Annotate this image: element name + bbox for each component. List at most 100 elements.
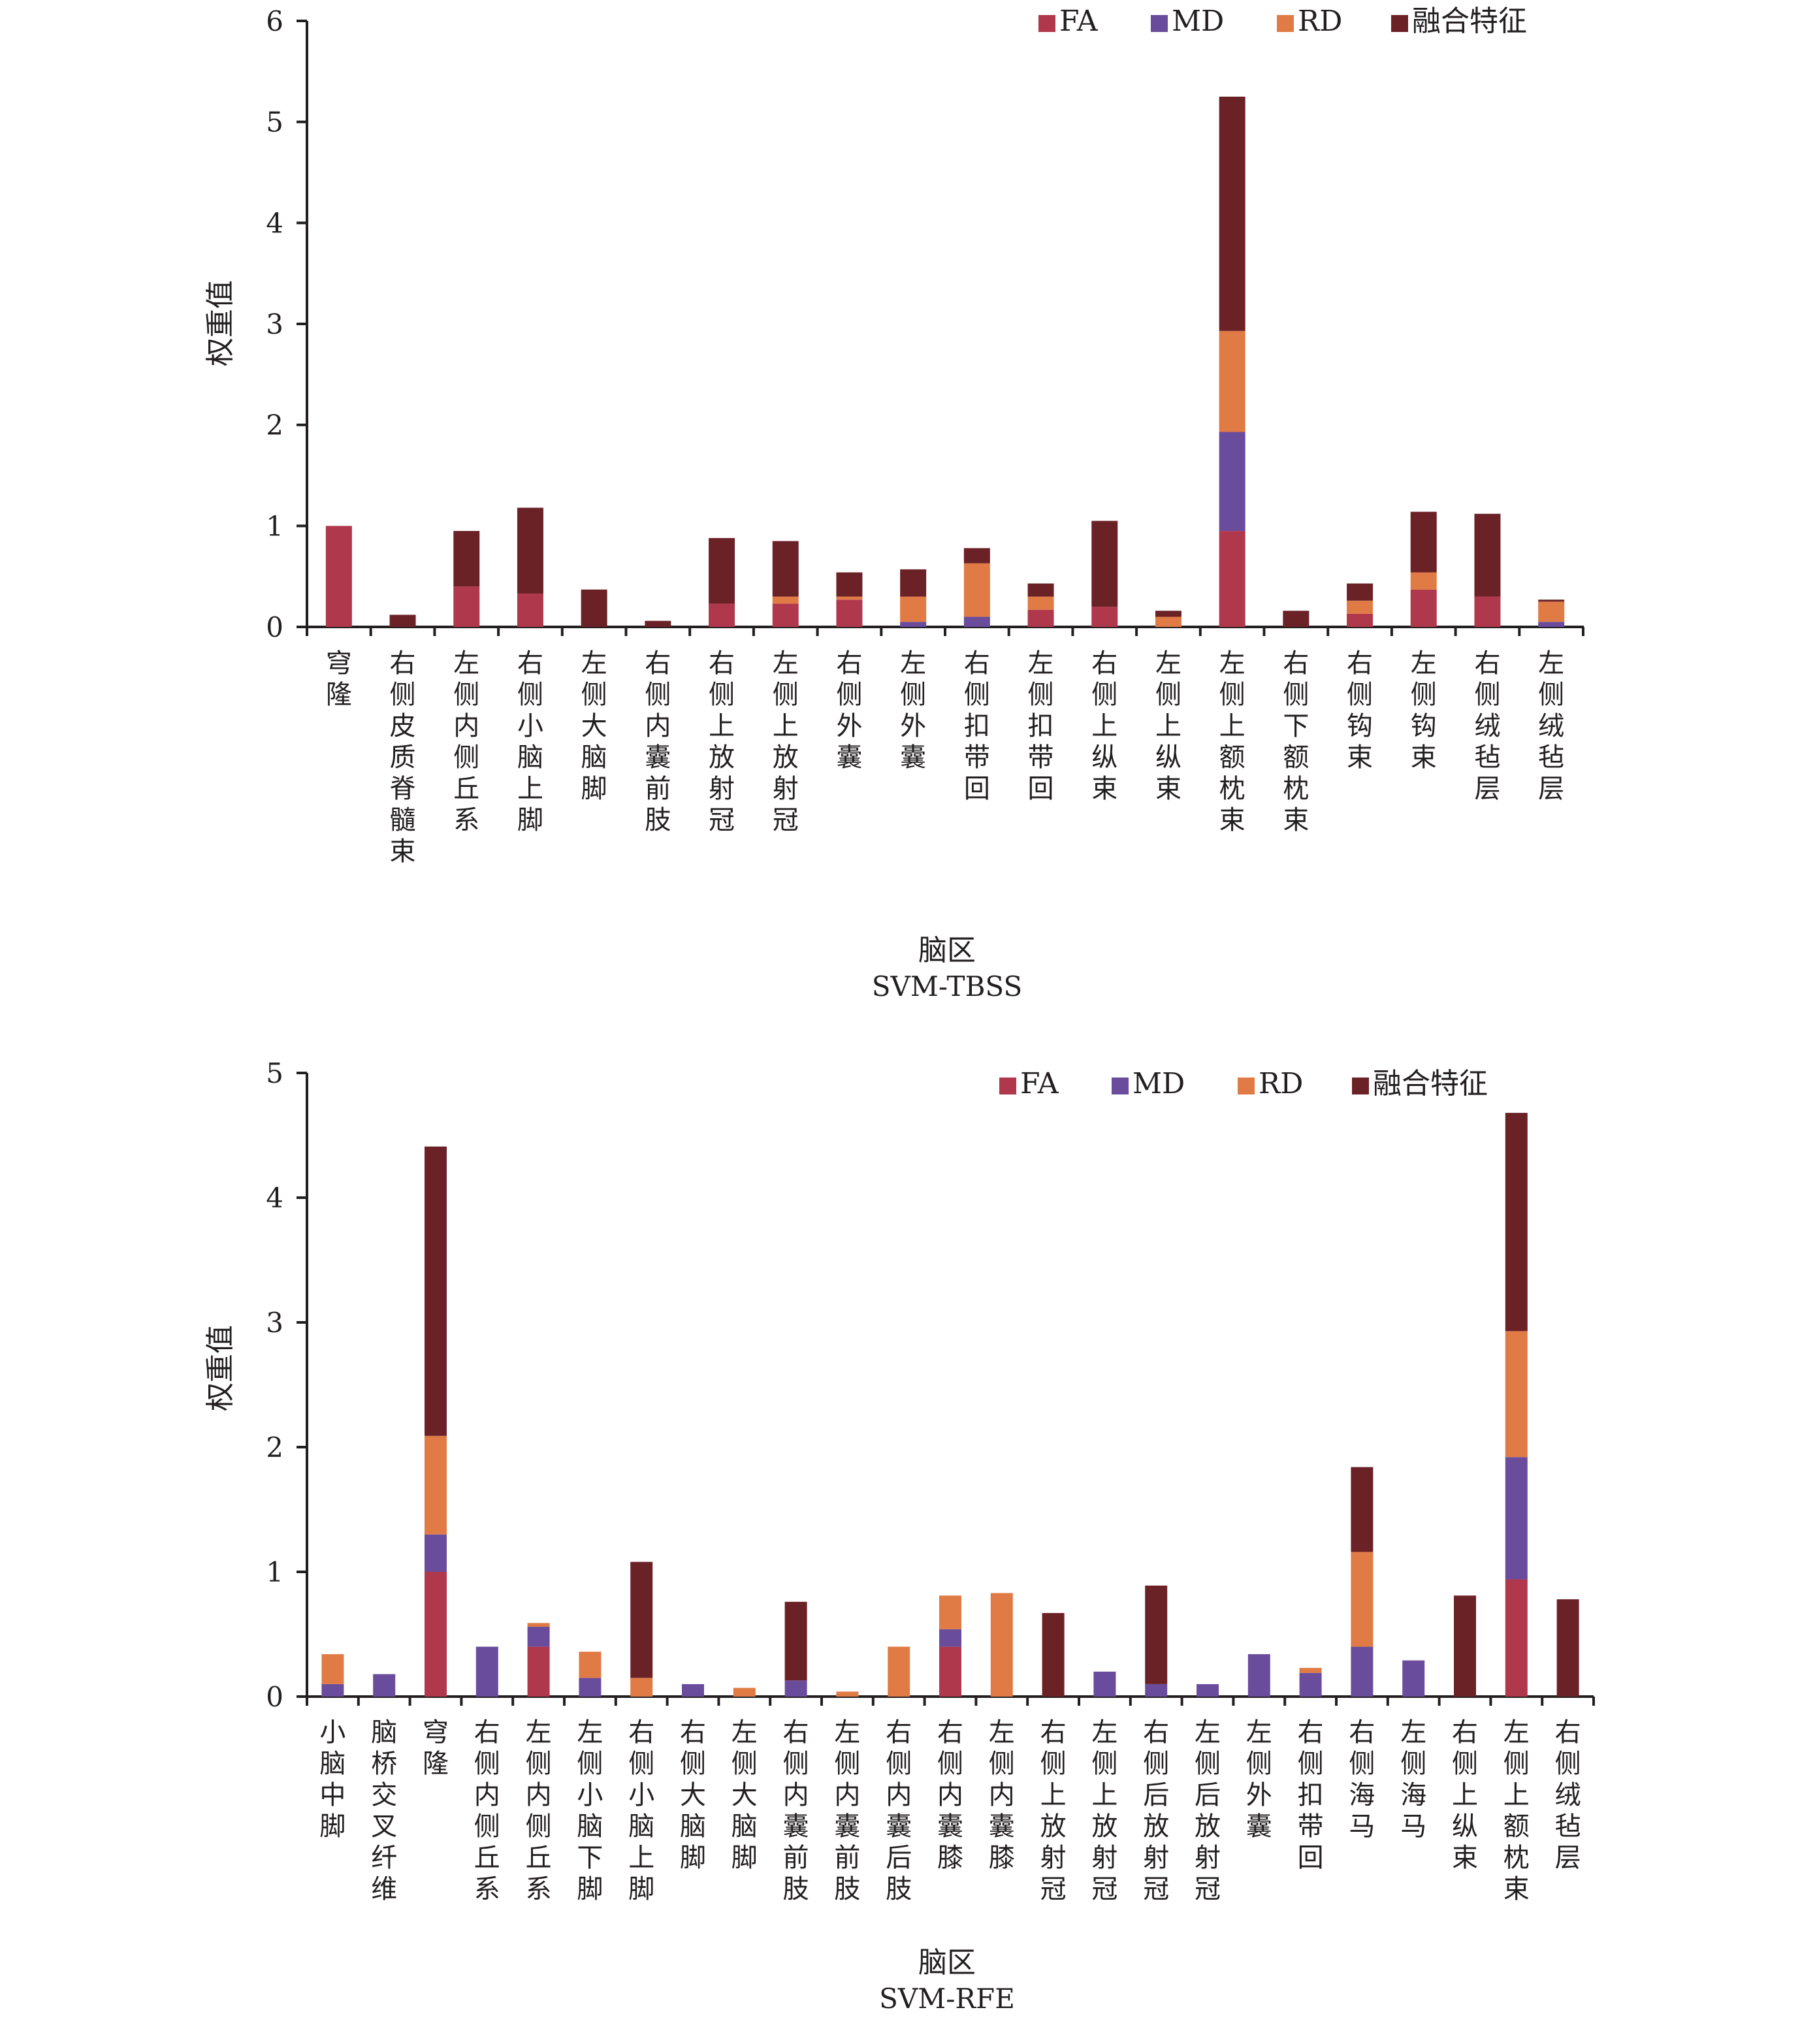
bar-segment [630,1678,653,1697]
bar-segment [425,1572,447,1697]
x-tick-label-char: 上 [1091,1780,1117,1810]
y-tick-label: 3 [266,1307,283,1339]
legend-label: RD [1259,1067,1303,1100]
x-tick-label-char: 维 [371,1874,397,1904]
x-tick-label-char: 冠 [1143,1874,1169,1904]
x-tick-label-char: 纵 [1091,743,1117,773]
y-tick-label: 5 [266,106,283,138]
x-tick-label-char: 侧 [773,680,799,710]
x-tick-label-char: 右 [474,1717,500,1748]
bar-segment [709,537,735,604]
x-tick-label-char: 囊 [836,743,862,773]
bar-segment [1538,601,1565,622]
x-tick-label-char: 右 [1040,1717,1067,1748]
bar-segment [517,507,543,594]
x-tick-label-char: 左 [834,1717,860,1748]
bar-segment [1538,599,1565,602]
bar-segment [1351,1646,1374,1697]
x-tick-label-char: 放 [1195,1812,1221,1842]
x-tick-label-char: 扣 [1298,1780,1324,1810]
x-tick-label-char: 上 [1452,1780,1478,1810]
x-tick-label-char: 海 [1349,1780,1375,1810]
x-tick-label-char: 射 [1091,1843,1117,1873]
x-tick-label-char: 内 [834,1780,860,1810]
x-tick-label-char: 右 [1452,1717,1478,1748]
x-tick-label-char: 侧 [1538,680,1564,710]
x-tick-label-char: 后 [886,1843,912,1873]
x-tick-label-char: 侧 [1246,1749,1272,1779]
x-tick-label-char: 束 [390,837,416,867]
bar-segment [1283,611,1310,627]
bar-segment [963,563,990,617]
x-tick-label-char: 层 [1474,774,1500,804]
bar-segment [1299,1668,1322,1673]
y-tick-label: 3 [266,308,283,340]
x-tick-label-char: 脑 [517,743,543,773]
bar-segment [1538,622,1565,627]
x-tick-label-char: 右 [836,648,862,679]
bar-segment [900,622,927,627]
legend-swatch [1238,1078,1255,1094]
y-tick-label: 2 [266,1431,283,1463]
x-tick-label-char: 冠 [1040,1874,1067,1904]
x-tick-label-char: 侧 [731,1749,758,1779]
x-tick-label-char: 束 [1091,774,1117,804]
x-tick-label-char: 额 [1283,743,1309,773]
x-tick-label-char: 带 [1028,743,1054,773]
x-tick-label-char: 纵 [1452,1812,1478,1842]
chart-svm-rfe: 012345小脑中脚脑桥交叉纤维穹隆右侧内侧丘系左侧内侧丘系左侧小脑下脚右侧小脑… [204,1057,1595,2015]
bar-segment [1091,520,1118,607]
x-tick-label-char: 上 [1091,711,1117,741]
x-tick-label-char: 上 [709,711,735,741]
x-tick-label-char: 射 [1195,1843,1221,1873]
bar-segment [1299,1672,1322,1697]
x-tick-label-char: 侧 [989,1749,1015,1779]
x-tick-label-char: 内 [645,711,671,741]
x-tick-label-char: 囊 [1246,1812,1272,1842]
x-tick-label-char: 隆 [423,1749,449,1779]
x-tick-label-char: 内 [453,711,479,741]
x-tick-label-char: 侧 [834,1749,860,1779]
y-tick-label: 4 [266,207,283,239]
x-tick-label-char: 侧 [1143,1749,1169,1779]
x-tick-label-char: 穹 [423,1717,449,1748]
bar-segment [963,616,990,627]
x-tick-label-char: 侧 [1219,680,1246,710]
bar-segment [1027,583,1054,597]
x-tick-label-char: 绒 [1555,1780,1581,1810]
x-tick-label-char: 左 [989,1717,1015,1748]
x-tick-label-char: 束 [1219,805,1246,835]
x-tick-label-char: 毡 [1538,743,1564,773]
x-tick-label-char: 侧 [783,1749,809,1779]
x-tick-label-char: 回 [1028,774,1054,804]
x-tick-label-char: 束 [1452,1843,1478,1873]
x-tick-label-char: 冠 [1195,1874,1221,1904]
x-tick-label-char: 右 [1347,648,1373,679]
x-tick-label-char: 中 [319,1780,346,1810]
x-tick-label-char: 肢 [834,1874,860,1904]
x-tick-label-char: 左 [731,1717,758,1748]
x-tick-label-char: 右 [937,1717,963,1748]
bar-segment [900,596,927,622]
bar-segment [579,1652,602,1678]
x-tick-label-char: 左 [1028,648,1054,679]
x-tick-label-char: 回 [1298,1843,1324,1873]
x-tick-label-char: 绒 [1538,711,1564,741]
x-tick-label-char: 肢 [886,1874,912,1904]
x-tick-label-char: 左 [1219,648,1246,679]
x-tick-label-char: 束 [1503,1874,1530,1904]
bar-segment [425,1146,447,1436]
legend-label: RD [1298,5,1342,38]
bar-segment [453,586,480,627]
bar-segment [373,1674,396,1697]
x-tick-label-char: 丘 [526,1843,552,1873]
x-tick-label-char: 侧 [577,1749,603,1779]
x-tick-label-char: 膝 [989,1843,1015,1873]
bar-segment [1505,1331,1528,1458]
x-tick-label-char: 上 [1155,711,1181,741]
x-tick-label-char: 侧 [964,680,990,710]
x-tick-label-char: 丘 [474,1843,500,1873]
x-tick-label-char: 左 [773,648,799,679]
x-tick-label-char: 交 [371,1780,397,1810]
